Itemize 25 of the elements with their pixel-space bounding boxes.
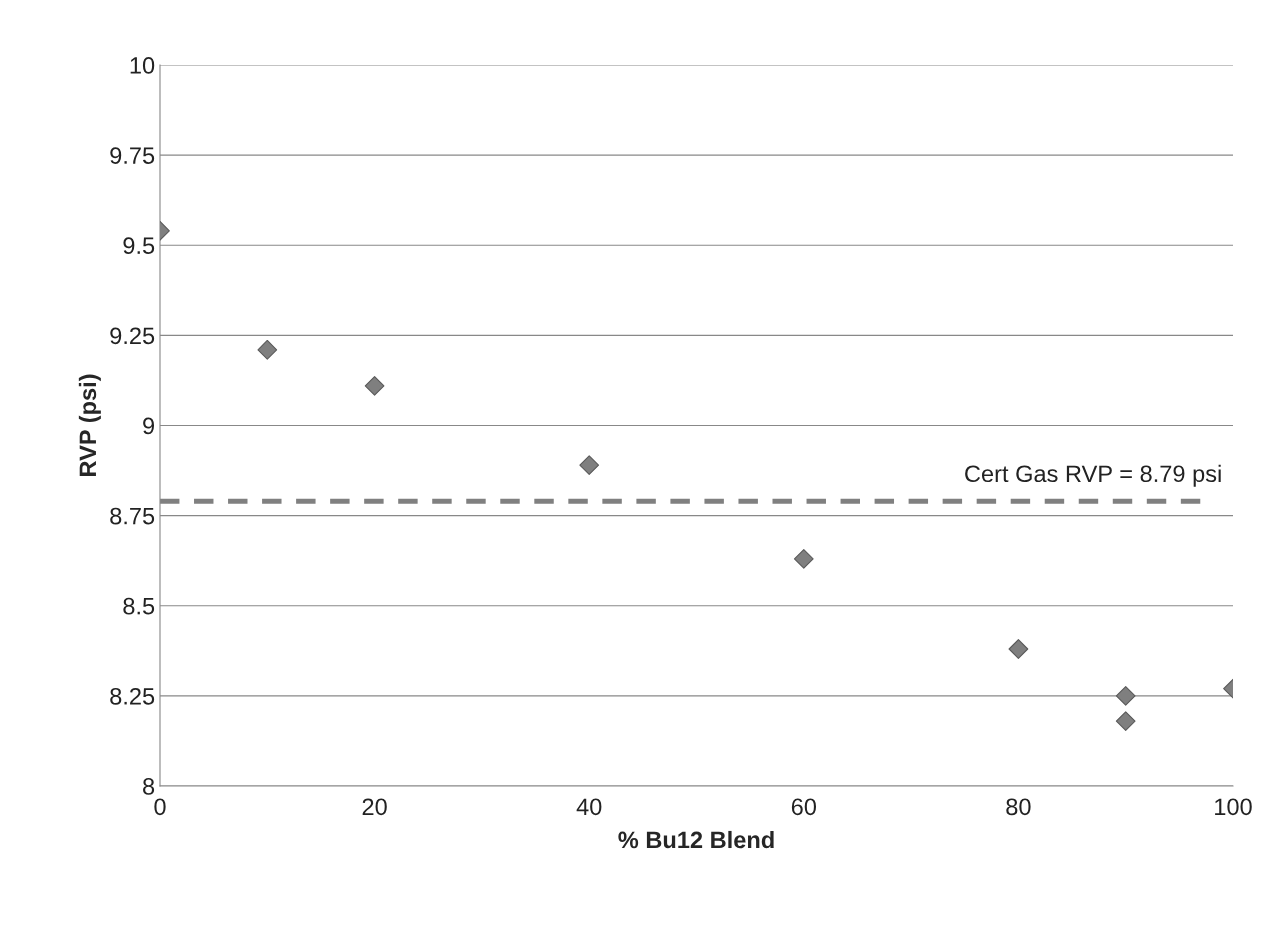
point (1115, 686, 1136, 706)
point (1008, 639, 1029, 659)
point (364, 375, 385, 396)
y-tick-label: 9 (143, 417, 155, 435)
y-tick-label: 8.25 (110, 687, 155, 705)
y-tick-label: 8.75 (110, 507, 155, 525)
x-axis-title: % Bu12 Blend (618, 830, 774, 849)
y-tick-label: 8.5 (123, 597, 155, 615)
point (793, 549, 814, 569)
y-tick-label: 10 (130, 57, 155, 74)
x-tick-label: 80 (1006, 798, 1031, 816)
ref-line-label: Cert Gas RVP = 8.79 psi (965, 464, 1221, 487)
x-tick-label: 40 (576, 798, 602, 816)
point (257, 339, 278, 360)
y-tick-label: 9.75 (110, 147, 155, 164)
x-tick-label: 100 (1215, 798, 1252, 816)
x-tick-label: 0 (154, 798, 166, 816)
x-tick-label: 20 (362, 798, 387, 816)
point (579, 455, 600, 476)
x-tick-label: 60 (791, 798, 817, 816)
point (1115, 711, 1136, 731)
y-tick-label: 9.25 (110, 327, 155, 345)
y-axis-title: RVP (psi) (78, 374, 101, 476)
y-tick-label: 8 (143, 778, 155, 795)
y-tick-label: 9.5 (123, 237, 155, 255)
